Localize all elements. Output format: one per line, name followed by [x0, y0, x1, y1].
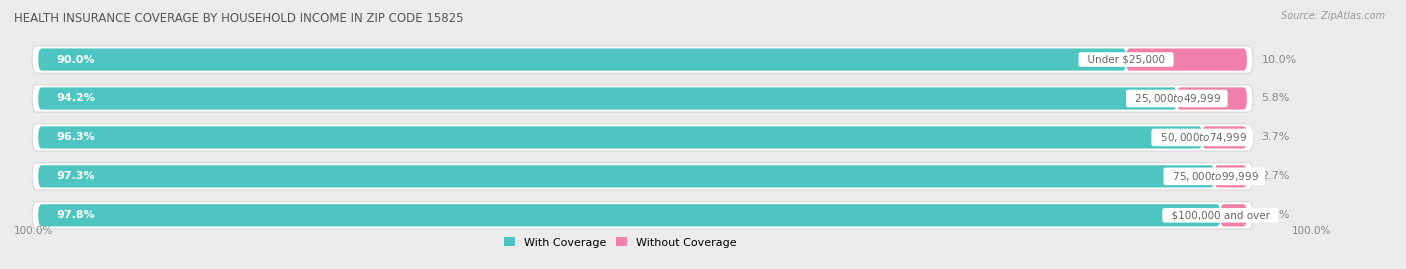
Text: 96.3%: 96.3% [56, 132, 96, 142]
FancyBboxPatch shape [38, 204, 1220, 226]
Text: 5.8%: 5.8% [1261, 94, 1289, 104]
FancyBboxPatch shape [32, 85, 1253, 112]
Text: 97.8%: 97.8% [56, 210, 96, 220]
Text: 94.2%: 94.2% [56, 94, 96, 104]
FancyBboxPatch shape [1202, 126, 1247, 148]
Text: 2.7%: 2.7% [1261, 171, 1289, 181]
FancyBboxPatch shape [38, 126, 1202, 148]
FancyBboxPatch shape [38, 48, 1126, 71]
Text: Source: ZipAtlas.com: Source: ZipAtlas.com [1281, 11, 1385, 21]
FancyBboxPatch shape [1177, 87, 1247, 109]
Text: Under $25,000: Under $25,000 [1081, 55, 1171, 65]
FancyBboxPatch shape [1215, 165, 1247, 187]
FancyBboxPatch shape [32, 124, 1253, 151]
Text: 97.3%: 97.3% [56, 171, 96, 181]
Text: HEALTH INSURANCE COVERAGE BY HOUSEHOLD INCOME IN ZIP CODE 15825: HEALTH INSURANCE COVERAGE BY HOUSEHOLD I… [14, 12, 464, 25]
Text: 3.7%: 3.7% [1261, 132, 1289, 142]
FancyBboxPatch shape [32, 46, 1253, 73]
Text: $50,000 to $74,999: $50,000 to $74,999 [1154, 131, 1251, 144]
FancyBboxPatch shape [1126, 48, 1247, 71]
Text: 100.0%: 100.0% [14, 225, 53, 236]
FancyBboxPatch shape [32, 163, 1253, 190]
FancyBboxPatch shape [38, 87, 1177, 109]
Text: $100,000 and over: $100,000 and over [1164, 210, 1277, 220]
Text: 90.0%: 90.0% [56, 55, 94, 65]
Text: $75,000 to $99,999: $75,000 to $99,999 [1166, 170, 1263, 183]
Text: 100.0%: 100.0% [1292, 225, 1331, 236]
Text: $25,000 to $49,999: $25,000 to $49,999 [1129, 92, 1225, 105]
Text: 10.0%: 10.0% [1261, 55, 1296, 65]
Legend: With Coverage, Without Coverage: With Coverage, Without Coverage [505, 237, 737, 247]
FancyBboxPatch shape [32, 202, 1253, 229]
FancyBboxPatch shape [38, 165, 1215, 187]
Text: 2.2%: 2.2% [1261, 210, 1289, 220]
FancyBboxPatch shape [1220, 204, 1247, 226]
